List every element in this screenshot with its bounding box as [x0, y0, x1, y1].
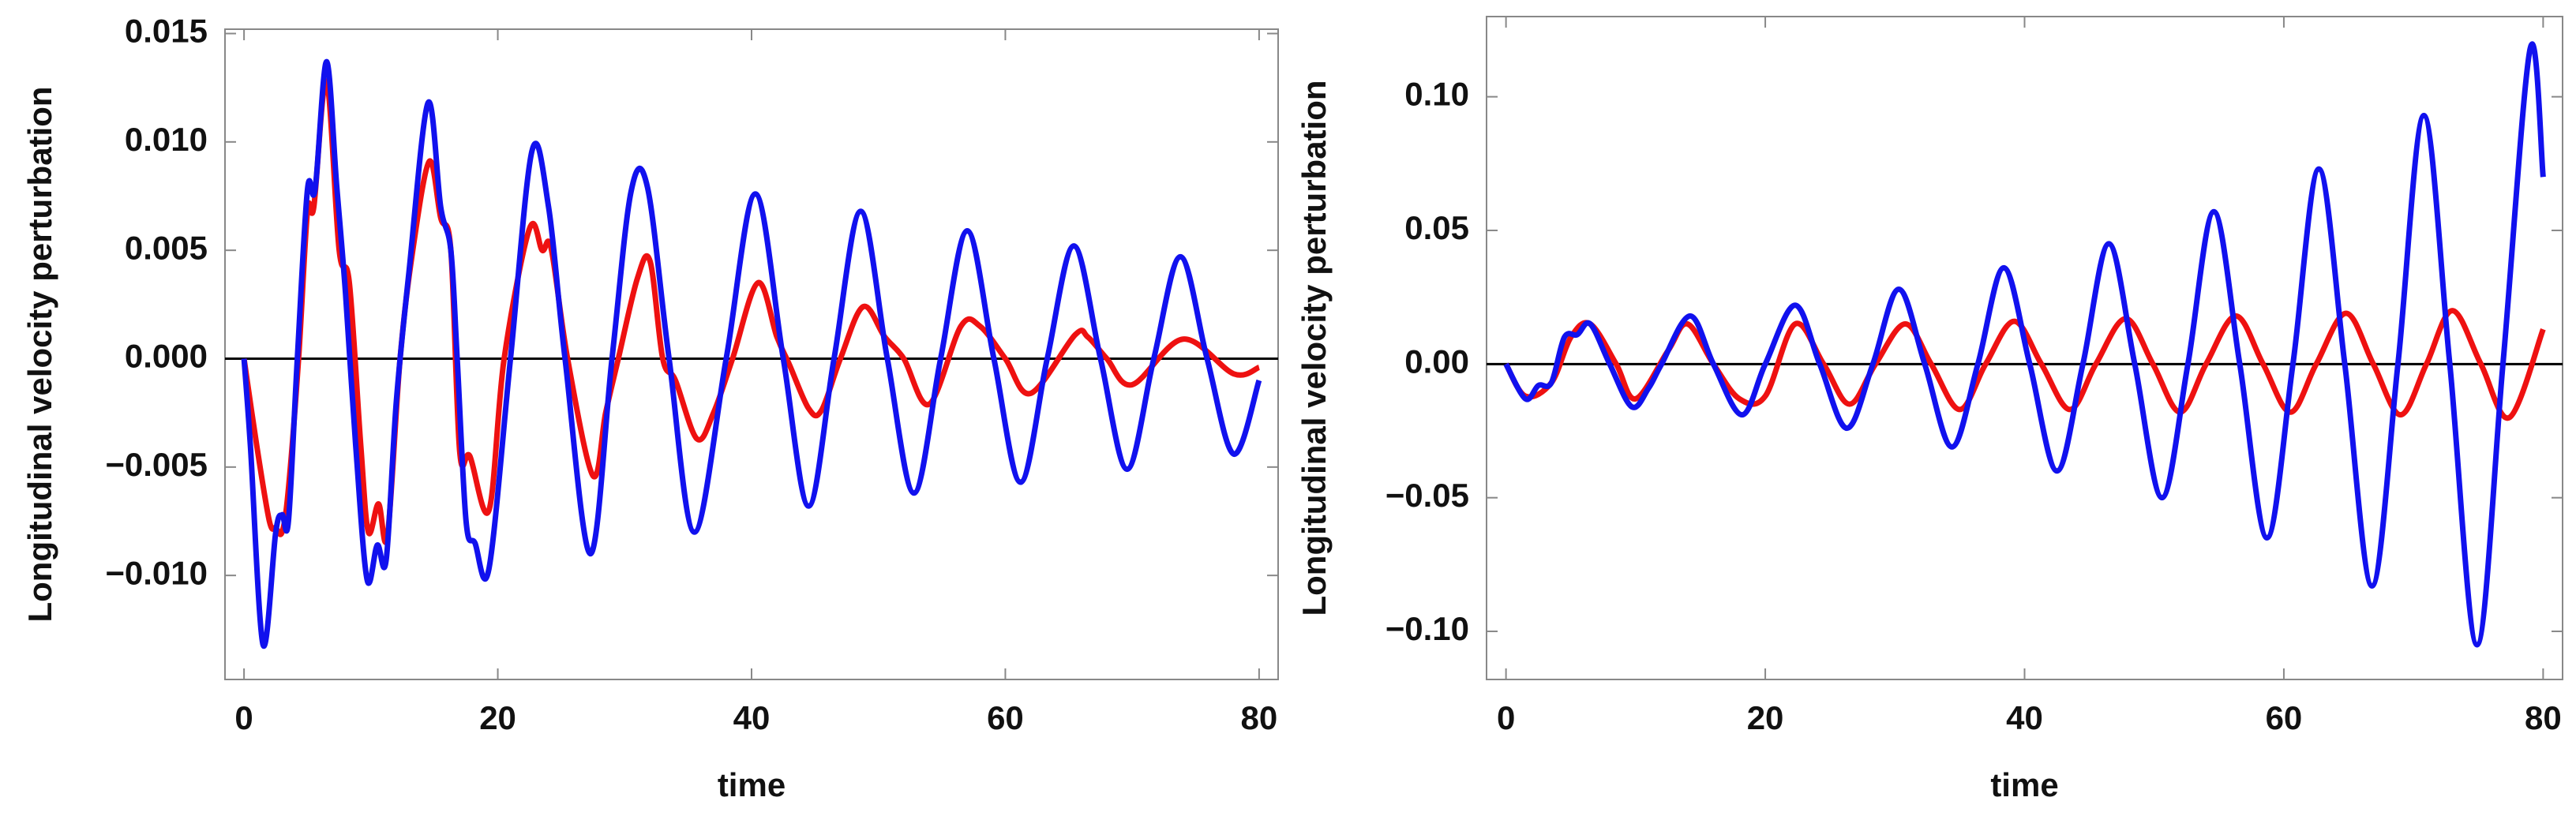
x-tick-label: 40 [2006, 699, 2043, 736]
y-tick-label: 0.000 [125, 338, 208, 375]
series-line [241, 58, 1262, 649]
y-tick-label: 0.010 [125, 121, 208, 158]
x-tick-label: 80 [2525, 699, 2562, 736]
y-axis-label: Longitudinal velocity perturbation [21, 86, 58, 622]
series-line [1503, 41, 2546, 648]
y-tick-label: −0.10 [1385, 610, 1469, 647]
x-axis-label: time [718, 766, 786, 803]
y-tick-label: −0.010 [105, 554, 208, 591]
y-tick-label: 0.05 [1404, 209, 1469, 246]
x-tick-label: 0 [1497, 699, 1515, 736]
y-tick-label: 0.10 [1404, 76, 1469, 113]
y-tick-label: 0.00 [1404, 342, 1469, 380]
series-line [241, 78, 1261, 545]
x-tick-label: 40 [733, 699, 771, 736]
y-tick-label: −0.005 [105, 446, 208, 483]
plot-frame [224, 28, 1279, 680]
y-tick-label: −0.05 [1385, 477, 1469, 514]
y-axis-label: Longitudinal velocity perturbation [1295, 80, 1333, 616]
x-tick-label: 20 [1747, 699, 1784, 736]
x-tick-label: 20 [479, 699, 516, 736]
x-axis-label: time [1990, 766, 2058, 803]
y-tick-label: 0.005 [125, 229, 208, 266]
y-tick-label: 0.015 [125, 13, 208, 50]
x-tick-label: 60 [987, 699, 1024, 736]
x-tick-label: 80 [1241, 699, 1278, 736]
x-tick-label: 60 [2266, 699, 2303, 736]
x-tick-label: 0 [234, 699, 253, 736]
